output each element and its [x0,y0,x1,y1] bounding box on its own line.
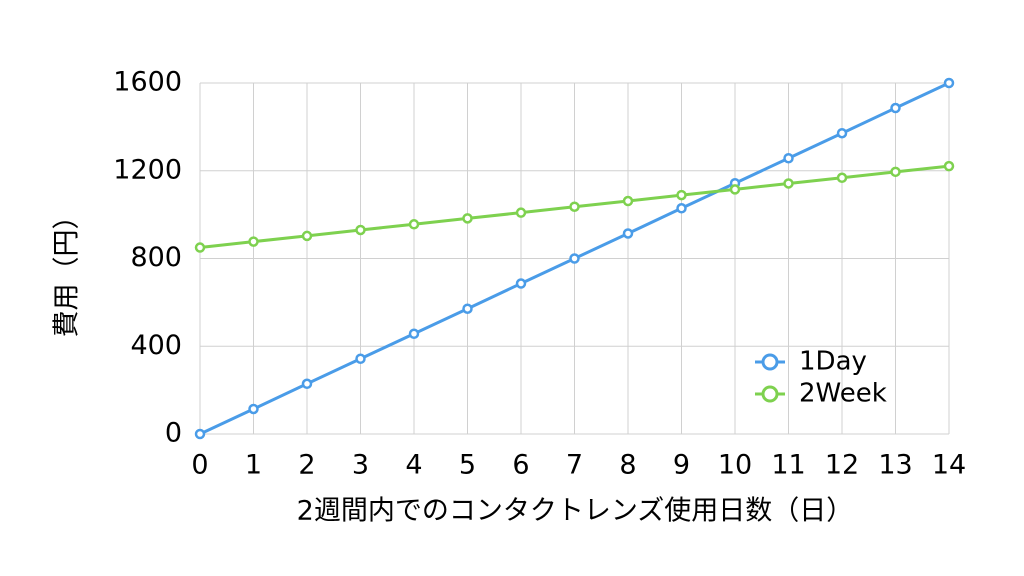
data-point [248,403,259,415]
x-tick-label: 5 [459,450,476,481]
data-point [943,77,955,89]
data-point [783,178,794,189]
data-point [515,207,527,218]
data-point [355,353,366,365]
data-point [462,303,473,314]
legend-label: 1Day [799,347,867,377]
data-point [515,278,527,289]
data-point [676,203,687,214]
data-point [836,172,848,184]
x-tick-label: 3 [352,450,369,481]
x-tick-label: 6 [512,450,529,481]
data-point [890,166,901,178]
x-tick-label: 10 [718,450,752,481]
data-point [622,228,634,239]
data-point [194,428,206,440]
data-point [301,230,313,242]
y-tick-label: 400 [130,330,182,361]
data-point [408,219,420,230]
data-point [836,127,848,139]
data-point [355,224,366,236]
legend-marker [761,385,779,403]
x-tick-label: 4 [405,450,422,481]
x-tick-label: 7 [566,450,583,481]
x-tick-label: 11 [771,450,805,481]
x-tick-label: 2 [298,450,315,481]
data-point [408,328,420,339]
x-tick-label: 12 [825,450,859,481]
y-tick-label: 800 [130,242,182,273]
data-point [569,253,580,264]
data-point [622,195,634,207]
x-tick-label: 9 [673,450,690,481]
y-tick-label: 1600 [113,67,182,98]
data-point [248,236,259,247]
y-tick-label: 1200 [113,154,182,185]
data-point [301,378,313,390]
x-tick-label: 8 [619,450,636,481]
data-point [729,184,741,195]
y-axis-title: 費用（円） [52,203,83,338]
data-point [783,152,794,164]
y-tick-label: 0 [165,418,182,449]
legend-marker [761,353,779,371]
data-point [676,189,687,201]
data-point [890,102,901,114]
x-axis-title: 2週間内でのコンタクトレンズ使用日数（日） [297,496,854,527]
data-point [194,242,206,253]
x-tick-label: 13 [878,450,912,481]
data-point [462,213,473,224]
x-tick-label: 1 [245,450,262,481]
x-tick-label: 14 [932,450,966,481]
data-point [569,201,580,212]
x-tick-label: 0 [191,450,208,481]
legend-label: 2Week [799,379,887,409]
data-point [943,160,955,172]
